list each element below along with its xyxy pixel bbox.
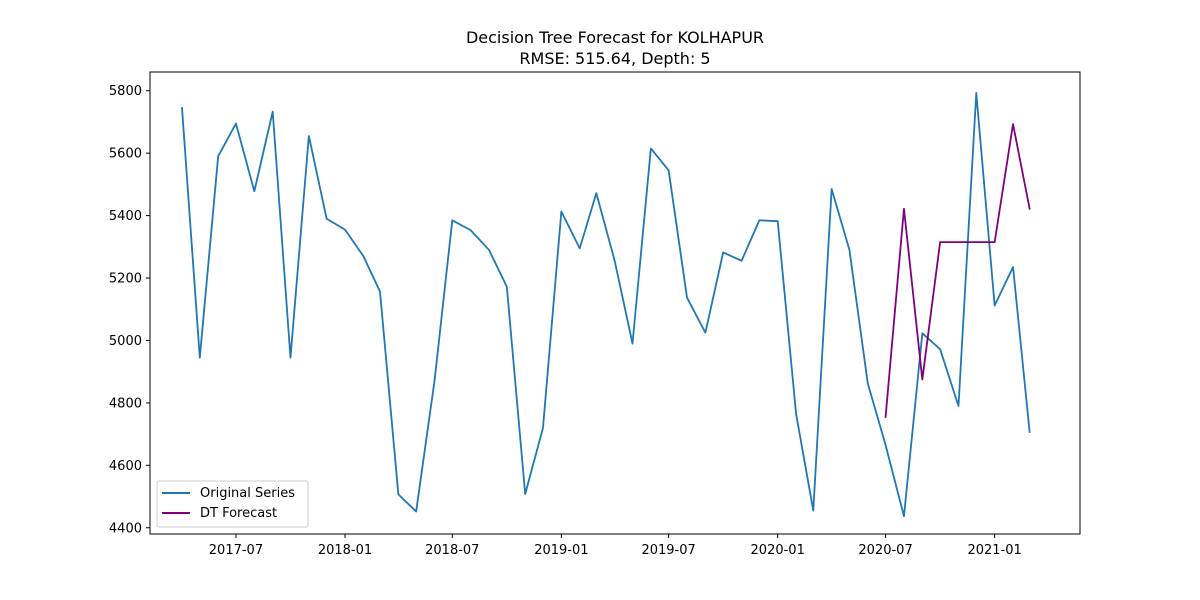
plot-frame bbox=[149, 71, 1081, 535]
x-tick-label: 2018-07 bbox=[425, 543, 479, 558]
y-axis: 4400 4600 4800 5000 5200 5400 5600 5800 bbox=[109, 84, 150, 536]
y-tick-label: 5400 bbox=[109, 209, 142, 224]
x-tick-label: 2017-07 bbox=[209, 543, 263, 558]
y-tick-label: 5200 bbox=[109, 272, 142, 287]
legend-box bbox=[156, 480, 309, 528]
y-tick-label: 4600 bbox=[109, 459, 142, 474]
legend-label-dt-forecast: DT Forecast bbox=[200, 506, 277, 521]
x-axis: 2017-07 2018-01 2018-07 2019-01 2019-07 2020-… bbox=[209, 534, 1022, 558]
series-line-dt-forecast bbox=[884, 123, 1031, 418]
chart-title: Decision Tree Forecast for KOLHAPUR bbox=[466, 28, 764, 47]
y-tick-label: 5600 bbox=[109, 147, 142, 162]
x-tick-label: 2018-01 bbox=[318, 543, 372, 558]
x-tick-label: 2021-01 bbox=[967, 543, 1021, 558]
legend-label-original-series: Original Series bbox=[200, 486, 295, 501]
y-tick-label: 5800 bbox=[109, 84, 142, 99]
x-tick-label: 2020-07 bbox=[858, 543, 912, 558]
chart-subtitle: RMSE: 515.64, Depth: 5 bbox=[519, 49, 710, 68]
y-tick-label: 5000 bbox=[109, 334, 142, 349]
x-tick-label: 2019-01 bbox=[534, 543, 588, 558]
x-tick-label: 2020-01 bbox=[751, 543, 805, 558]
y-tick-label: 4800 bbox=[109, 396, 142, 411]
plot-lines bbox=[181, 92, 1031, 518]
legend: Original Series DT Forecast bbox=[156, 480, 309, 528]
series-line-original-series bbox=[181, 92, 1031, 518]
x-tick-label: 2019-07 bbox=[641, 543, 695, 558]
y-tick-label: 4400 bbox=[109, 521, 142, 536]
